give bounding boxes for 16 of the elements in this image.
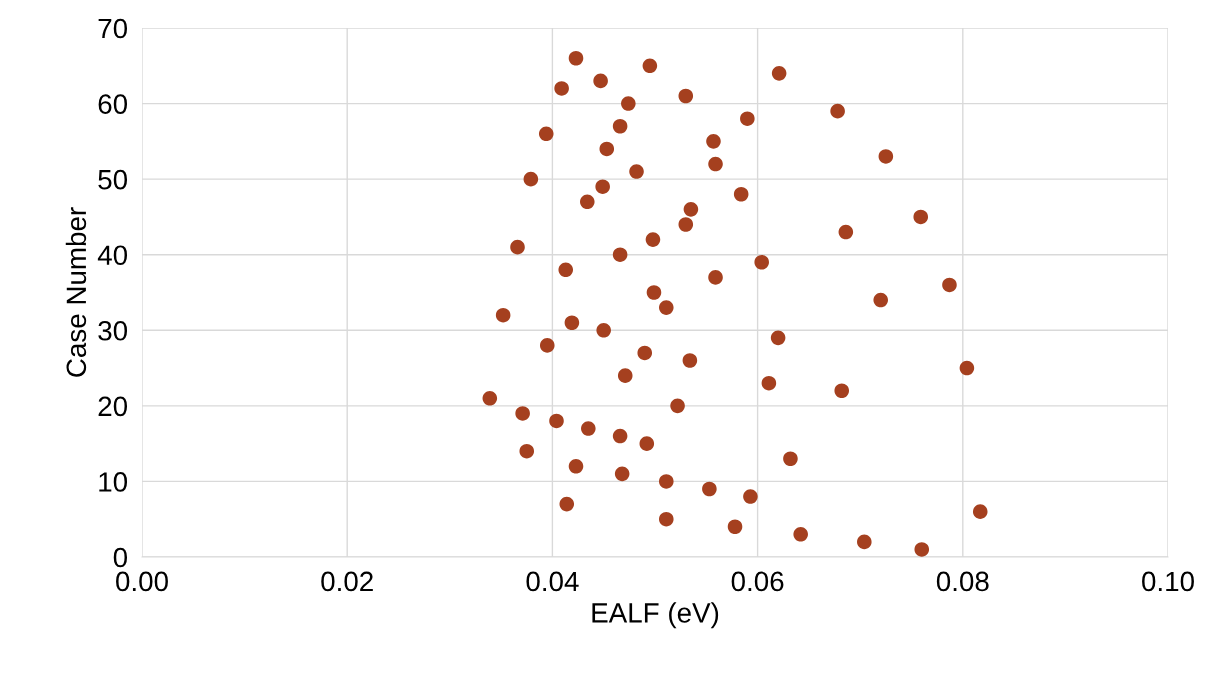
x-axis-title: EALF (eV): [592, 602, 719, 629]
x-tick-label: 0.02: [321, 571, 373, 592]
y-tick-label: 70: [98, 18, 128, 39]
y-axis-title: Case Number: [65, 207, 87, 377]
x-tick-label: 0.08: [936, 571, 989, 592]
x-tick-label: 0.06: [731, 571, 784, 592]
y-tick-label: 30: [98, 320, 128, 341]
y-tick-label: 10: [99, 472, 128, 492]
y-tick-label: 20: [98, 396, 128, 417]
y-tick-label: 50: [98, 169, 128, 190]
y-tick-label: 40: [97, 245, 128, 266]
x-tick-label: 0.00: [116, 571, 168, 592]
x-tick-label: 0.04: [526, 571, 579, 592]
y-tick-label: 60: [98, 94, 128, 114]
x-tick-label: 0.10: [1142, 571, 1194, 592]
y-tick-label: 0: [113, 547, 128, 568]
